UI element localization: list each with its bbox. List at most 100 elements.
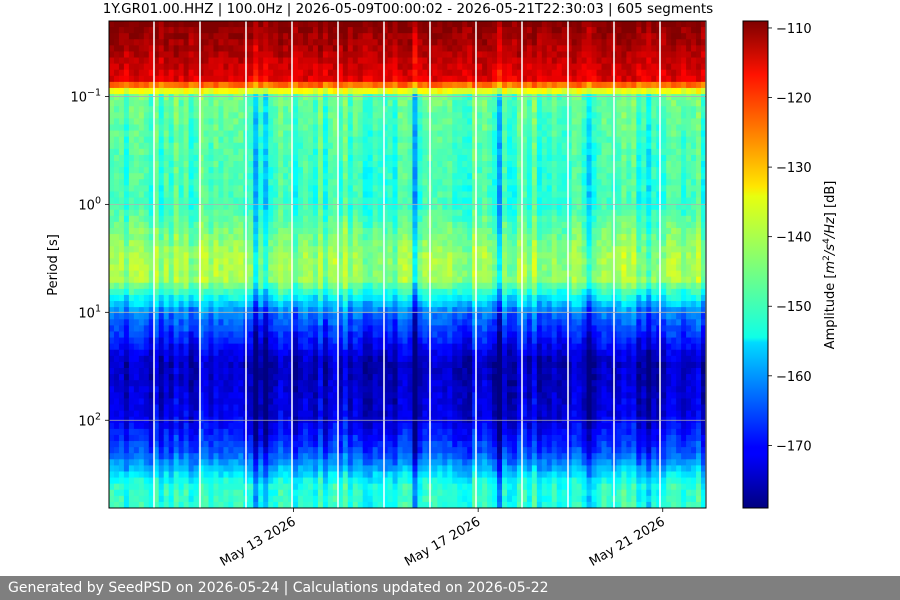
heatmap-cell <box>173 209 180 217</box>
heatmap-cell <box>412 124 419 132</box>
heatmap-cell <box>213 386 220 393</box>
heatmap-cell <box>317 325 324 333</box>
heatmap-cell <box>138 209 145 217</box>
heatmap-cell <box>332 495 339 503</box>
heatmap-cell <box>322 21 329 28</box>
heatmap-cell <box>322 136 329 144</box>
heatmap-cell <box>153 75 160 83</box>
heatmap-cell <box>303 264 309 272</box>
heatmap-cell <box>178 240 185 247</box>
heatmap-cell <box>367 51 374 59</box>
heatmap-cell <box>123 294 130 302</box>
heatmap-cell <box>362 489 369 497</box>
heatmap-cell <box>362 173 369 180</box>
heatmap-cell <box>148 167 155 174</box>
heatmap-cell <box>317 270 324 278</box>
heatmap-cell <box>208 501 215 508</box>
heatmap-cell <box>163 33 170 40</box>
heatmap-cell <box>128 489 135 497</box>
heatmap-cell <box>303 471 309 479</box>
heatmap-cell <box>178 27 185 34</box>
heatmap-cell <box>163 343 170 351</box>
heatmap-cell <box>163 483 170 491</box>
heatmap-cell <box>308 87 314 95</box>
heatmap-cell <box>278 270 284 278</box>
heatmap-cell <box>337 495 344 503</box>
heatmap-cell <box>322 215 329 223</box>
heatmap-cell <box>288 94 294 101</box>
heatmap-cell <box>273 94 279 101</box>
heatmap-cell <box>113 392 120 400</box>
heatmap-cell <box>203 349 210 357</box>
heatmap-cell <box>377 173 384 180</box>
heatmap-cell <box>138 221 145 229</box>
heatmap-cell <box>248 380 254 387</box>
heatmap-cell <box>238 94 244 101</box>
heatmap-cell <box>218 349 225 357</box>
heatmap-cell <box>143 325 150 333</box>
heatmap-cell <box>123 374 130 381</box>
heatmap-cell <box>188 124 195 132</box>
heatmap-cell <box>342 57 349 65</box>
heatmap-cell <box>118 282 125 290</box>
heatmap-cell <box>109 75 115 83</box>
heatmap-cell <box>258 185 264 193</box>
heatmap-cell <box>347 374 354 381</box>
heatmap-cell <box>303 112 309 119</box>
heatmap-cell <box>372 264 379 272</box>
heatmap-cell <box>293 264 299 272</box>
heatmap-cell <box>377 380 384 387</box>
heatmap-cell <box>407 288 414 296</box>
heatmap-cell <box>118 392 125 400</box>
heatmap-cell <box>352 33 359 40</box>
heatmap-cell <box>218 57 225 65</box>
heatmap-cell <box>248 63 254 71</box>
heatmap-cell <box>228 142 234 150</box>
heatmap-cell <box>208 136 215 144</box>
heatmap-cell <box>193 465 200 473</box>
heatmap-cell <box>123 227 130 235</box>
heatmap-cell <box>163 313 170 320</box>
heatmap-cell <box>317 51 324 59</box>
heatmap-cell <box>347 441 354 448</box>
heatmap-cell <box>208 154 215 162</box>
heatmap-cell <box>357 203 364 211</box>
heatmap-cell <box>278 252 284 260</box>
heatmap-cell <box>273 100 279 107</box>
heatmap-cell <box>258 203 264 211</box>
heatmap-cell <box>392 39 399 46</box>
heatmap-cell <box>168 386 175 393</box>
heatmap-cell <box>303 161 309 168</box>
heatmap-cell <box>109 185 115 193</box>
heatmap-cell <box>273 27 279 34</box>
heatmap-cell <box>402 264 409 272</box>
heatmap-cell <box>203 398 210 406</box>
heatmap-cell <box>153 331 160 339</box>
heatmap-cell <box>258 349 264 357</box>
heatmap-cell <box>198 495 205 503</box>
heatmap-cell <box>118 203 125 211</box>
heatmap-cell <box>228 459 234 466</box>
heatmap-cell <box>342 51 349 59</box>
heatmap-cell <box>308 410 314 418</box>
heatmap-cell <box>138 167 145 174</box>
heatmap-cell <box>407 112 414 119</box>
heatmap-cell <box>322 227 329 235</box>
heatmap-cell <box>283 331 289 339</box>
heatmap-cell <box>337 301 344 308</box>
heatmap-cell <box>148 173 155 180</box>
heatmap-cell <box>347 288 354 296</box>
heatmap-cell <box>218 270 225 278</box>
heatmap-cell <box>183 197 190 205</box>
heatmap-cell <box>352 471 359 479</box>
heatmap-cell <box>153 221 160 229</box>
heatmap-cell <box>178 142 185 150</box>
heatmap-cell <box>367 81 374 89</box>
heatmap-cell <box>113 301 120 308</box>
heatmap-cell <box>188 471 195 479</box>
heatmap-cell <box>148 215 155 223</box>
heatmap-cell <box>223 270 229 278</box>
heatmap-cell <box>193 100 200 107</box>
heatmap-cell <box>332 118 339 126</box>
heatmap-cell <box>412 27 419 34</box>
